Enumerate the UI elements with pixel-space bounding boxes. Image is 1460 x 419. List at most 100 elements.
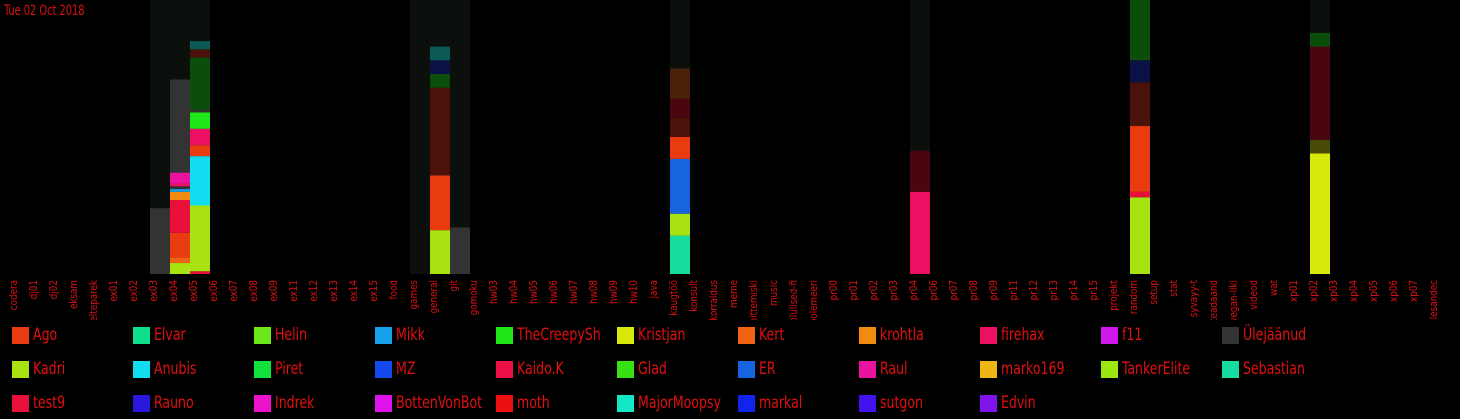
legend-label: Glad xyxy=(638,359,667,379)
legend-label: MZ xyxy=(396,359,416,379)
legend-swatch xyxy=(133,394,150,412)
tick-label-teadaand: teadaand xyxy=(1208,280,1220,320)
legend-swatch xyxy=(859,360,876,378)
tick-label-polemeeri: polemeeri xyxy=(808,280,820,320)
legend-label: test9 xyxy=(33,393,66,413)
legend-item-kert: Kert xyxy=(738,323,855,347)
legend-item-kaido-k: Kaido.K xyxy=(496,357,613,381)
legend-swatch xyxy=(12,394,29,412)
tick-label-eksam: eksam xyxy=(68,280,80,309)
legend-item-markal: markal xyxy=(738,391,855,415)
bar-segment-pr04-other-maroon-1 xyxy=(910,150,930,192)
bar-segment-xp02-other-olive-1 xyxy=(1310,139,1330,154)
legend-swatch xyxy=(1222,360,1239,378)
tick-label-hw06: hw06 xyxy=(548,280,560,304)
tick-label-xp02: xp02 xyxy=(1308,280,1320,302)
tick-label-dj02: dj02 xyxy=(48,280,60,299)
bar-segment-general-other-teal-5 xyxy=(430,46,450,61)
bar-segment-ex05-firehax-4 xyxy=(190,128,210,146)
tick-label-konsult: konsult xyxy=(688,280,700,312)
legend-item-test9: test9 xyxy=(12,391,129,415)
column-background-games xyxy=(410,0,430,274)
tick-label-videod: videod xyxy=(1248,280,1260,310)
tick-label-pr11: pr11 xyxy=(1008,280,1020,300)
tick-label-hw10: hw10 xyxy=(628,280,640,304)
legend-swatch xyxy=(617,360,634,378)
legend-item-rauno: Rauno xyxy=(133,391,250,415)
legend-item-u-leja-a-nud: Ülejäänud xyxy=(1222,323,1339,347)
bar-segment-kaugto-o-other-brown-6 xyxy=(670,68,690,99)
tick-label-games: games xyxy=(408,280,420,310)
legend-item-bottenvonbot: BottenVonBot xyxy=(375,391,492,415)
bar-segment-git-u-leja-a-nud-0 xyxy=(450,227,470,274)
tick-label-hw08: hw08 xyxy=(588,280,600,304)
legend-swatch xyxy=(859,326,876,344)
bar-segment-ex05-test9-0 xyxy=(190,271,210,274)
legend-label: f11 xyxy=(1122,325,1143,345)
legend-swatch xyxy=(12,360,29,378)
legend-label: sutgon xyxy=(880,393,923,413)
tick-label-ex09: ex09 xyxy=(268,280,280,302)
legend-label: Elvar xyxy=(154,325,186,345)
tick-label-xp05: xp05 xyxy=(1368,280,1380,302)
tick-label-stat: stat xyxy=(1168,280,1180,297)
legend-item-krohtla: krohtla xyxy=(859,323,976,347)
tick-label-elteparek: elteparek xyxy=(88,280,100,320)
tick-label-gomoku: gomoku xyxy=(468,280,480,315)
tick-label-kaugto-o: kaugtöö xyxy=(668,280,680,316)
bar-segment-ex05-other-darkred-8 xyxy=(190,49,210,58)
bar-segment-ex05-other-darkgreen-7 xyxy=(190,57,210,110)
legend-label: Kert xyxy=(759,325,785,345)
legend-item-moth: moth xyxy=(496,391,613,415)
tick-label-pr15: pr15 xyxy=(1088,280,1100,300)
bar-segment-general-kadri-0 xyxy=(430,230,450,274)
legend-item-kristjan: Kristjan xyxy=(617,323,734,347)
legend-label: Piret xyxy=(275,359,304,379)
tick-label-pr00: pr00 xyxy=(828,280,840,300)
bar-segment-ex03-u-leja-a-nud-0 xyxy=(150,208,170,274)
bar-segment-kaugto-o-other-maroon-5 xyxy=(670,98,690,118)
tick-label-git: git xyxy=(448,280,460,292)
legend-swatch xyxy=(617,394,634,412)
bar-segment-random-other-darkred-3 xyxy=(1130,82,1150,127)
legend-item-thecreepysh: TheCreepySh xyxy=(496,323,613,347)
legend-item-firehax: firehax xyxy=(980,323,1097,347)
tick-label-hw07: hw07 xyxy=(568,280,580,304)
tick-label-xp04: xp04 xyxy=(1348,280,1360,302)
tick-label-pr14: pr14 xyxy=(1068,280,1080,300)
bar-segment-random-test9-1 xyxy=(1130,191,1150,198)
tick-label-ex04: ex04 xyxy=(168,280,180,302)
tick-label-pr13: pr13 xyxy=(1048,280,1060,300)
bar-segment-ex04-u-leja-a-nud-6 xyxy=(170,186,190,190)
legend-swatch xyxy=(254,394,271,412)
tick-label-pr07: pr07 xyxy=(948,280,960,300)
tick-label-korraldus: korraldus xyxy=(708,280,720,320)
tick-label-ex01: ex01 xyxy=(108,280,120,302)
legend-label: Edvin xyxy=(1001,393,1036,413)
legend-item-er: ER xyxy=(738,357,855,381)
legend-item-majormoopsy: MajorMoopsy xyxy=(617,391,734,415)
tick-label-general: general xyxy=(428,280,440,313)
legend-swatch xyxy=(738,326,755,344)
legend-swatch xyxy=(254,360,271,378)
bar-segment-pr04-firehax-0 xyxy=(910,191,930,274)
bar-segment-kaugto-o-kadri-1 xyxy=(670,213,690,236)
legend-swatch xyxy=(1101,360,1118,378)
legend-swatch xyxy=(133,360,150,378)
bar-segment-ex05-ago-3 xyxy=(190,145,210,157)
bar-segment-ex05-other-teal-9 xyxy=(190,41,210,50)
legend-label: Mikk xyxy=(396,325,425,345)
column-background-git xyxy=(450,0,470,274)
bar-segment-ex05-thecreepysh-5 xyxy=(190,112,210,129)
legend-swatch xyxy=(980,394,997,412)
tick-label-hw03: hw03 xyxy=(488,280,500,304)
tick-label-hw09: hw09 xyxy=(608,280,620,304)
column-background-ex03 xyxy=(150,0,170,274)
legend-label: Raul xyxy=(880,359,908,379)
bar-segment-ex04-firehax-7 xyxy=(170,183,190,187)
legend-item-piret: Piret xyxy=(254,357,371,381)
legend-label: moth xyxy=(517,393,550,413)
legend-swatch xyxy=(617,326,634,344)
legend-label: TheCreepySh xyxy=(517,325,601,345)
bar-segment-xp02-other-maroon-2 xyxy=(1310,46,1330,140)
